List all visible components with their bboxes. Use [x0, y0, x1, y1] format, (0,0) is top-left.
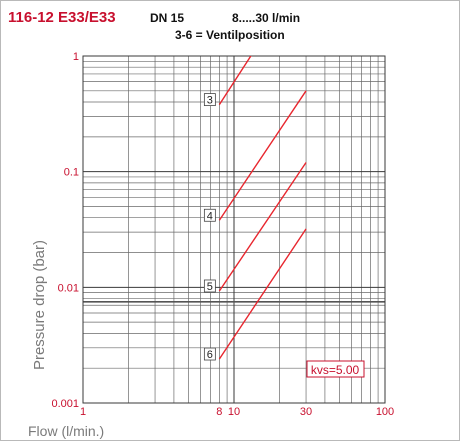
- series-label-box-3: [203, 93, 216, 107]
- y-tick-label: 0.01: [58, 282, 79, 294]
- x-tick-label: 100: [376, 406, 394, 418]
- y-tick-label: 1: [73, 51, 79, 63]
- x-tick-label: 8: [216, 406, 222, 418]
- series-line-3: [218, 56, 252, 105]
- tick-labels: 1 8 10 30 100 1 0.1 0.01 0.001: [51, 51, 394, 418]
- kvs-annotation: kvs=5.00: [306, 360, 365, 378]
- series-line-4: [218, 90, 307, 221]
- y-tick-label: 0.1: [64, 167, 79, 179]
- series-label-box-4: [203, 208, 216, 222]
- flow-range-label: 8.....30 l/min: [232, 11, 300, 25]
- y-tick-label: 0.001: [51, 398, 79, 410]
- y-axis-title: Pressure drop (bar): [31, 240, 48, 370]
- plot-border: [82, 55, 386, 404]
- x-axis-title: Flow (l/min.): [28, 423, 104, 439]
- legend-note: 3-6 = Ventilposition: [175, 28, 285, 42]
- series-label-5: 5: [207, 281, 213, 293]
- series-labels: 3 4 5 6: [203, 93, 216, 361]
- series-label-6: 6: [207, 349, 213, 361]
- size-label: DN 15: [150, 11, 184, 25]
- model-title: 116-12 E33/E33: [8, 9, 116, 26]
- series-line-6: [218, 228, 307, 360]
- series-lines: [218, 56, 307, 360]
- x-tick-label: 30: [300, 406, 312, 418]
- series-label-4: 4: [207, 210, 213, 222]
- kvs-label: kvs=5.00: [311, 363, 360, 377]
- series-label-box-5: [203, 279, 216, 293]
- x-tick-label: 1: [80, 406, 86, 418]
- x-tick-label: 10: [228, 406, 240, 418]
- series-label-box-6: [203, 347, 216, 361]
- plot-area-border: [82, 55, 386, 404]
- series-label-3: 3: [207, 95, 213, 107]
- grid: [82, 55, 386, 404]
- series-line-5: [218, 162, 307, 292]
